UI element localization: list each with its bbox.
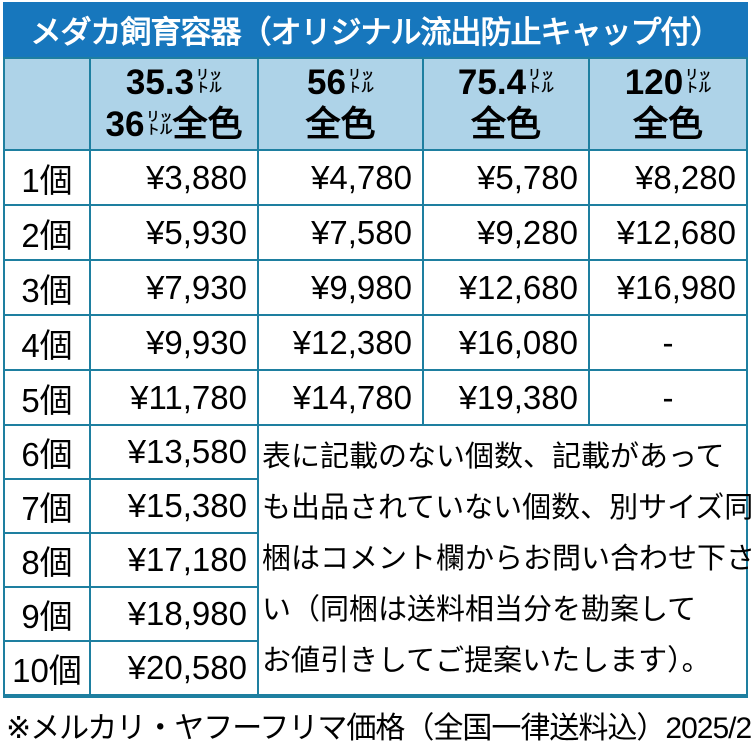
header-cell-120: 120 リッ トル 全色 xyxy=(590,59,746,149)
color-label: 全色 xyxy=(632,105,703,144)
liter-unit-stack: リッ トル xyxy=(348,68,374,94)
color-label: 全色 xyxy=(172,105,243,144)
note-line: 表に記載のない個数、記載があって xyxy=(262,441,725,473)
price-cell: ¥20,580 xyxy=(91,642,257,694)
liter-unit-stack: リッ トル xyxy=(528,68,554,94)
qty-cell: 3個 xyxy=(5,261,89,314)
price-cell: ¥9,930 xyxy=(91,316,257,369)
price-cell: ¥16,080 xyxy=(424,316,588,369)
qty-cell: 1個 xyxy=(5,151,89,204)
price-cell: ¥12,680 xyxy=(590,206,746,259)
price-cell: ¥7,580 xyxy=(259,206,422,259)
note-line: お値引きしてご提案いたします）。 xyxy=(262,645,711,677)
qty-cell: 6個 xyxy=(5,426,89,478)
qty-cell: 8個 xyxy=(5,534,89,586)
unit-bottom: トル xyxy=(528,80,555,95)
price-cell: ¥5,780 xyxy=(424,151,588,204)
note-line: 梱はコメント欄からお問い合わせ下さ xyxy=(262,543,751,575)
price-cell: ¥17,180 xyxy=(91,534,257,586)
price-cell: ¥19,380 xyxy=(424,371,588,424)
qty-cell: 5個 xyxy=(5,371,89,424)
unit-bottom: トル xyxy=(146,122,173,137)
header-cell-56: 56 リッ トル 全色 xyxy=(259,59,422,149)
qty-cell: 7個 xyxy=(5,480,89,532)
size-value: 56 xyxy=(307,63,346,102)
price-cell: ¥11,780 xyxy=(91,371,257,424)
header-cell-75: 75.4 リッ トル 全色 xyxy=(424,59,588,149)
price-cell: ¥14,780 xyxy=(259,371,422,424)
unit-top: リッ xyxy=(528,67,555,82)
size-value: 120 xyxy=(624,63,684,102)
footer-text: ※メルカリ・ヤフーフリマ価格（全国一律送料込）2025/2～ xyxy=(6,711,751,745)
liter-unit-stack: リッ トル xyxy=(196,68,222,94)
header-corner-cell xyxy=(5,59,89,149)
no-price-cell: - xyxy=(590,316,746,369)
size-line: 75.4 リッ トル xyxy=(458,64,554,102)
unit-top: リッ xyxy=(685,67,712,82)
note-line: も出品されていない個数、別サイズ同 xyxy=(262,492,751,524)
qty-cell: 9個 xyxy=(5,588,89,640)
size-line: 56 リッ トル xyxy=(307,64,374,102)
liter-unit-stack: リッ トル xyxy=(146,110,172,136)
size-value: 35.3 xyxy=(125,63,195,102)
price-cell: ¥3,880 xyxy=(91,151,257,204)
size-value: 36 xyxy=(105,105,145,144)
color-label: 全色 xyxy=(470,105,541,144)
price-cell: ¥8,280 xyxy=(590,151,746,204)
unit-bottom: トル xyxy=(685,80,712,95)
price-cell: ¥12,380 xyxy=(259,316,422,369)
price-cell: ¥5,930 xyxy=(91,206,257,259)
qty-cell: 10個 xyxy=(5,642,89,694)
unit-top: リッ xyxy=(347,67,374,82)
unit-top: リッ xyxy=(196,67,223,82)
unit-bottom: トル xyxy=(347,80,374,95)
note-cell: 表に記載のない個数、記載があって も出品されていない個数、別サイズ同 梱はコメン… xyxy=(259,426,751,694)
price-cell: ¥13,580 xyxy=(91,426,257,478)
liter-unit-stack: リッ トル xyxy=(685,68,711,94)
price-table: 35.3 リッ トル 36 リッ トル 全色 56 リッ トル 全色 75.4 リッ トル 全色 … xyxy=(3,57,751,698)
price-cell: ¥16,980 xyxy=(590,261,746,314)
price-cell: ¥9,980 xyxy=(259,261,422,314)
qty-cell: 2個 xyxy=(5,206,89,259)
title-bar: メダカ飼育容器（オリジナル流出防止キャップ付） xyxy=(3,2,748,57)
no-price-cell: - xyxy=(590,371,746,424)
price-cell: ¥15,380 xyxy=(91,480,257,532)
footer: ※メルカリ・ヤフーフリマ価格（全国一律送料込）2025/2～ xyxy=(3,698,751,751)
unit-bottom: トル xyxy=(196,80,223,95)
color-label: 全色 xyxy=(305,105,376,144)
note-line: い（同梱は送料相当分を勘案して xyxy=(262,594,697,626)
price-cell: ¥7,930 xyxy=(91,261,257,314)
header-cell-35-36: 35.3 リッ トル 36 リッ トル 全色 xyxy=(91,59,257,149)
qty-cell: 4個 xyxy=(5,316,89,369)
price-cell: ¥4,780 xyxy=(259,151,422,204)
page-title: メダカ飼育容器（オリジナル流出防止キャップ付） xyxy=(30,15,722,50)
price-cell: ¥9,280 xyxy=(424,206,588,259)
size-line: 120 リッ トル xyxy=(625,64,711,102)
size-value: 75.4 xyxy=(457,63,527,102)
price-cell: ¥12,680 xyxy=(424,261,588,314)
price-cell: ¥18,980 xyxy=(91,588,257,640)
size-line: 35.3 リッ トル xyxy=(126,64,222,102)
size-line: 36 リッ トル 全色 xyxy=(106,106,243,144)
unit-top: リッ xyxy=(146,109,173,124)
